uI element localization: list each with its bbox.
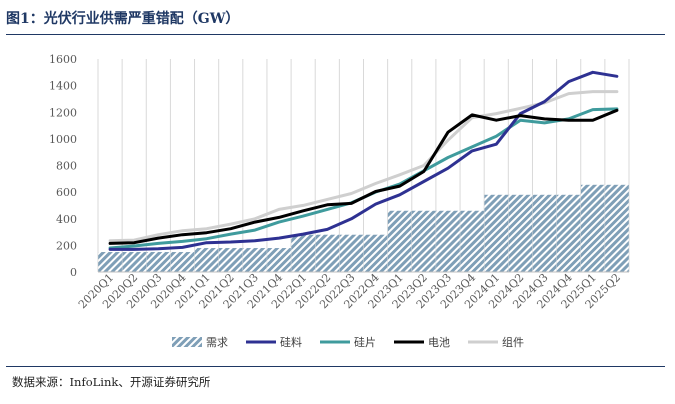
bar-demand: [170, 252, 195, 272]
bar-demand: [387, 210, 412, 272]
bar-demand: [315, 234, 340, 272]
legend-label: 硅片: [354, 336, 376, 349]
y-tick-label: 200: [56, 239, 77, 252]
series-lines: [108, 70, 619, 251]
legend-label: 硅料: [280, 335, 302, 349]
bar-demand: [436, 210, 460, 272]
y-tick-label: 0: [70, 266, 77, 279]
bar-demand: [532, 194, 557, 272]
bar-demand: [98, 252, 122, 272]
supply-demand-chart: 020040060080010001200140016002020Q12020Q…: [49, 53, 630, 349]
title-rule: [6, 34, 665, 35]
y-tick-label: 1400: [49, 80, 77, 93]
bar-demand: [412, 210, 436, 272]
y-tick-label: 1000: [49, 133, 77, 146]
source-note: 数据来源：InfoLink、开源证券研究所: [12, 375, 211, 389]
bar-demand: [267, 248, 291, 272]
legend: 需求 硅料 硅片 电池 组件: [172, 335, 524, 349]
bar-demand: [243, 248, 267, 272]
bar-demand: [460, 210, 484, 272]
figure-title: 图1：光伏行业供需严重错配（GW）: [6, 11, 240, 27]
legend-label: 组件: [502, 335, 524, 349]
series-line: [108, 90, 619, 243]
series-line: [108, 108, 619, 245]
y-tick-label: 600: [56, 186, 77, 199]
demand-bars: [98, 184, 629, 272]
source-rule: [6, 366, 665, 367]
y-tick-label: 1600: [49, 53, 77, 66]
bar-demand: [484, 194, 509, 272]
legend-swatch: [172, 337, 202, 347]
y-tick-label: 1200: [49, 106, 77, 119]
bar-demand: [605, 184, 629, 272]
grid: [97, 59, 630, 272]
legend-label: 需求: [206, 336, 228, 349]
y-tick-label: 800: [56, 160, 77, 173]
bar-demand: [122, 252, 147, 272]
series-line: [108, 70, 619, 251]
legend-label: 电池: [428, 336, 450, 349]
bar-demand: [218, 248, 243, 272]
bar-demand: [339, 234, 364, 272]
bar-demand: [508, 194, 533, 272]
bar-demand: [291, 234, 315, 272]
bar-demand: [580, 184, 605, 272]
bar-demand: [194, 248, 219, 272]
bar-demand: [363, 234, 388, 272]
y-tick-label: 400: [56, 213, 77, 226]
bar-demand: [556, 194, 581, 272]
bar-demand: [146, 252, 171, 272]
